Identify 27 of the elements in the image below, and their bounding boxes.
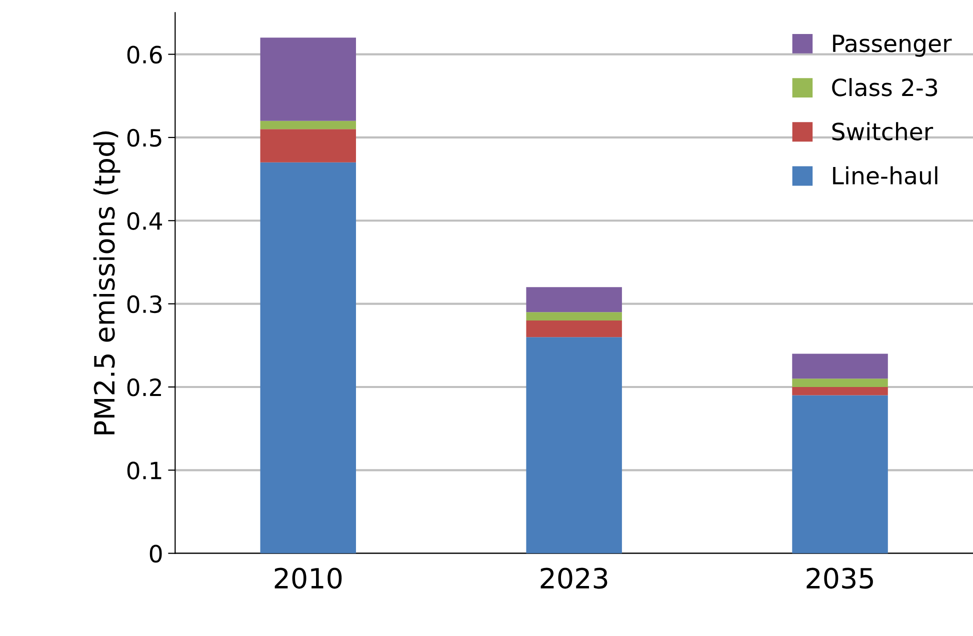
bar: [260, 162, 356, 554]
bar: [792, 386, 888, 396]
bar: [792, 354, 888, 379]
legend-label: Class 2-3: [832, 78, 938, 96]
legend-label: Passenger: [833, 34, 952, 57]
bar: [792, 395, 888, 554]
y-axis-title: PM2.5 emissions (tpd): [93, 131, 120, 434]
y-tick-label: 0.5: [127, 128, 162, 147]
x-tick-label: 2023: [540, 568, 608, 589]
y-tick-label: 0.4: [127, 212, 162, 230]
legend-label: Switcher: [832, 122, 934, 140]
bar: [260, 38, 356, 121]
bar: [260, 129, 356, 162]
bar: [526, 320, 622, 338]
x-tick-label: 2035: [806, 568, 873, 589]
y-tick-label: 0.3: [127, 295, 162, 314]
bar: [526, 337, 622, 554]
y-tick-label: 0.2: [127, 378, 161, 396]
bar: [792, 378, 888, 387]
legend-label: Line-haul: [833, 166, 938, 185]
bar: [526, 287, 622, 312]
bar: [526, 312, 622, 320]
x-tick-label: 2010: [274, 568, 342, 589]
y-tick-label: 0.1: [127, 462, 162, 480]
y-tick-label: 0.6: [127, 46, 162, 64]
bar: [260, 120, 356, 130]
y-tick-label: 0: [150, 544, 162, 563]
